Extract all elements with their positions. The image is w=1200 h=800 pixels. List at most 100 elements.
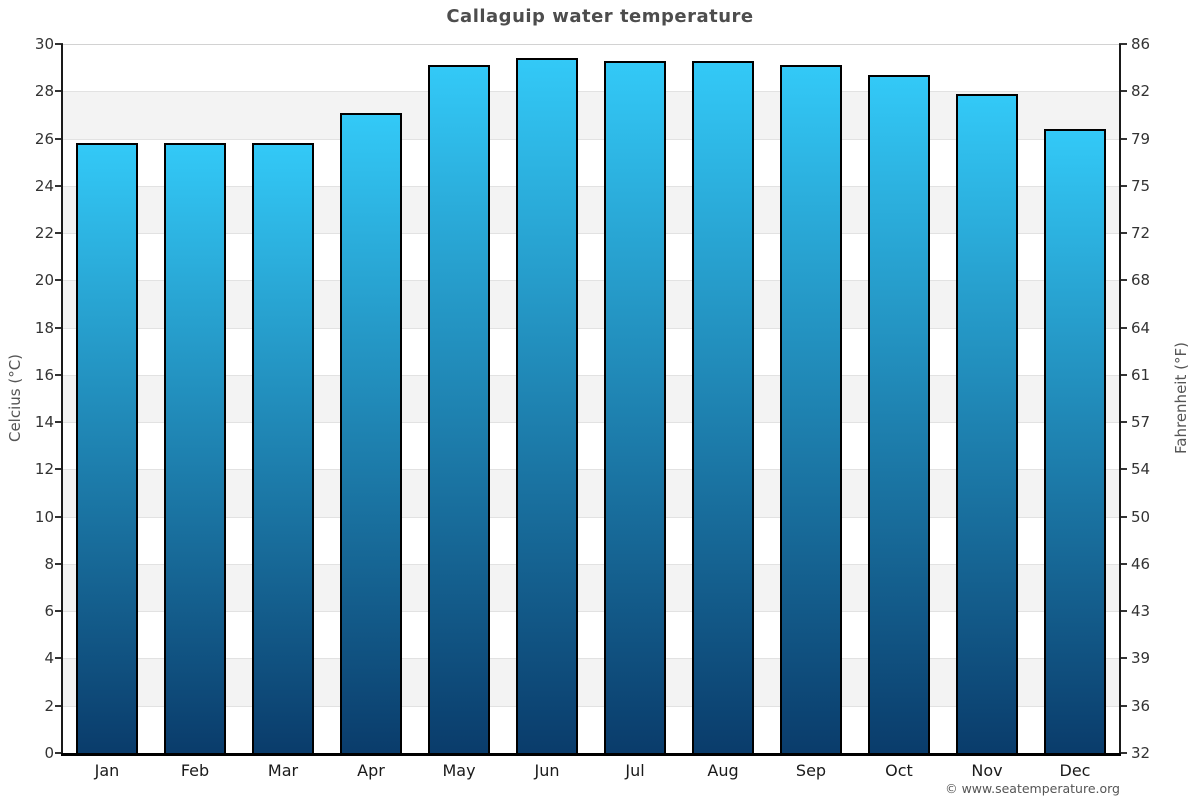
- y-axis-tick-left: [55, 279, 63, 282]
- plot-band: [63, 705, 1119, 753]
- temperature-bar: [76, 143, 138, 753]
- y-axis-tick-right: [1119, 515, 1127, 518]
- plot-band: [63, 374, 1119, 423]
- x-axis-label: Sep: [795, 761, 827, 780]
- y-axis-tick-label-fahrenheit: 36: [1131, 696, 1151, 715]
- y-axis-line-left: [61, 44, 63, 756]
- y-axis-tick-label-fahrenheit: 86: [1131, 35, 1151, 53]
- x-axis-label: Nov: [971, 761, 1003, 780]
- y-axis-tick-label-fahrenheit: 82: [1131, 82, 1151, 101]
- y-axis-tick-label-celsius: 12: [34, 460, 54, 479]
- y-axis-tick-label-celsius: 20: [34, 271, 54, 290]
- copyright-notice: © www.seatemperature.org: [945, 781, 1120, 796]
- y-axis-tick-label-fahrenheit: 68: [1131, 271, 1151, 290]
- y-axis-tick-label-fahrenheit: 61: [1131, 365, 1151, 384]
- y-axis-tick-right: [1119, 232, 1127, 235]
- gridline: [63, 327, 1119, 329]
- x-axis-label: Feb: [180, 761, 210, 780]
- y-axis-tick-left: [55, 137, 63, 140]
- temperature-bar: [340, 112, 402, 753]
- plot-band: [63, 327, 1119, 375]
- plot-band: [63, 280, 1119, 328]
- temperature-bar: [780, 65, 842, 753]
- y-axis-tick-right: [1119, 373, 1127, 376]
- y-axis-tick-right: [1119, 279, 1127, 282]
- y-axis-tick-label-celsius: 28: [34, 82, 54, 101]
- x-axis-label: Jan: [94, 761, 120, 780]
- gridline: [63, 374, 1119, 376]
- temperature-bar: [1044, 129, 1106, 753]
- y-axis-tick-right: [1119, 421, 1127, 424]
- x-axis-label: Aug: [707, 761, 739, 780]
- gridline: [63, 658, 1119, 660]
- y-axis-tick-label-fahrenheit: 79: [1131, 129, 1151, 148]
- y-axis-tick-label-fahrenheit: 50: [1131, 507, 1151, 526]
- plot-band: [63, 44, 1119, 92]
- y-axis-tick-label-celsius: 2: [44, 696, 54, 715]
- x-axis-label: Jun: [534, 761, 560, 780]
- y-axis-tick-left: [55, 326, 63, 329]
- temperature-bar: [164, 143, 226, 753]
- y-axis-tick-right: [1119, 752, 1127, 754]
- plot-band: [63, 658, 1119, 706]
- y-axis-tick-left: [55, 421, 63, 424]
- y-axis-tick-label-fahrenheit: 64: [1131, 318, 1151, 337]
- y-axis-tick-right: [1119, 184, 1127, 187]
- y-axis-tick-left: [55, 373, 63, 376]
- plot-band: [63, 611, 1119, 659]
- x-axis-label: Dec: [1059, 761, 1091, 780]
- y-axis-tick-left: [55, 515, 63, 518]
- x-axis-line: [61, 753, 1121, 756]
- plot-band: [63, 185, 1119, 234]
- temperature-bar: [516, 58, 578, 753]
- y-axis-tick-left: [55, 657, 63, 660]
- gridline: [63, 44, 1119, 45]
- x-axis-label: Jul: [625, 761, 645, 780]
- gridline: [63, 611, 1119, 613]
- chart-title: Callaguip water temperature: [446, 6, 754, 27]
- gridline: [63, 422, 1119, 424]
- x-axis-label: May: [442, 761, 476, 780]
- y-axis-tick-right: [1119, 326, 1127, 329]
- temperature-bar: [956, 93, 1018, 753]
- y-axis-tick-label-fahrenheit: 54: [1131, 460, 1151, 479]
- temperature-bar: [252, 143, 314, 753]
- gridline: [63, 233, 1119, 235]
- gridline: [63, 516, 1119, 518]
- y-axis-tick-left: [55, 610, 63, 613]
- y-axis-tick-label-fahrenheit: 32: [1131, 744, 1151, 762]
- y-axis-tick-label-fahrenheit: 57: [1131, 413, 1151, 432]
- plot-band: [63, 233, 1119, 281]
- y-axis-tick-label-celsius: 22: [34, 224, 54, 243]
- y-axis-tick-left: [55, 90, 63, 93]
- y-axis-tick-left: [55, 43, 63, 45]
- temperature-bar: [692, 60, 754, 753]
- y-axis-tick-right: [1119, 468, 1127, 471]
- y-axis-tick-label-fahrenheit: 46: [1131, 554, 1151, 573]
- gridline: [63, 705, 1119, 707]
- gridline: [63, 280, 1119, 282]
- y-axis-tick-label-celsius: 8: [44, 554, 54, 573]
- plot-band: [63, 469, 1119, 517]
- x-axis-label: Oct: [885, 761, 913, 780]
- plot-band: [63, 422, 1119, 470]
- plot-band: [63, 138, 1119, 186]
- y-axis-title-fahrenheit: Fahrenheit (°F): [1172, 342, 1190, 454]
- gridline: [63, 138, 1119, 140]
- plot-band: [63, 563, 1119, 612]
- gridline: [63, 469, 1119, 471]
- gridline: [63, 185, 1119, 187]
- x-axis-label: Apr: [357, 761, 385, 780]
- y-axis-tick-label-fahrenheit: 75: [1131, 176, 1151, 195]
- y-axis-tick-left: [55, 184, 63, 187]
- y-axis-tick-right: [1119, 657, 1127, 660]
- y-axis-tick-right: [1119, 610, 1127, 613]
- y-axis-tick-right: [1119, 137, 1127, 140]
- plot-band: [63, 91, 1119, 139]
- y-axis-tick-label-celsius: 4: [44, 649, 54, 668]
- y-axis-tick-label-celsius: 16: [34, 365, 54, 384]
- y-axis-tick-label-celsius: 10: [34, 507, 54, 526]
- y-axis-line-right: [1119, 44, 1121, 756]
- y-axis-tick-left: [55, 468, 63, 471]
